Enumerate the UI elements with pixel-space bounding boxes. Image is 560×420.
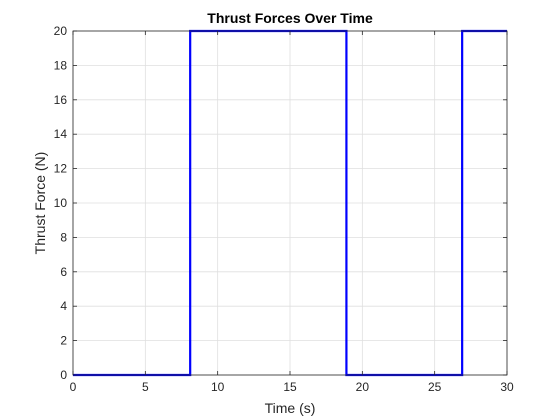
y-tick-label: 8 — [60, 230, 67, 244]
x-tick-label: 15 — [283, 380, 297, 394]
series-layer — [73, 29, 507, 377]
x-axis-label: Time (s) — [265, 400, 316, 416]
y-tick-label: 6 — [60, 265, 67, 279]
x-tick-label: 5 — [142, 380, 149, 394]
x-tick-label: 30 — [500, 380, 514, 394]
y-tick-labels: 0 2 4 6 8 10 12 14 16 18 20 — [54, 24, 68, 382]
y-tick-label: 14 — [54, 127, 68, 141]
y-tick-label: 2 — [60, 334, 67, 348]
y-tick-label: 12 — [54, 162, 68, 176]
y-tick-label: 20 — [54, 24, 68, 38]
x-tick-label: 0 — [70, 380, 77, 394]
x-tick-labels: 0 5 10 15 20 25 30 — [70, 380, 514, 394]
y-tick-label: 10 — [54, 196, 68, 210]
tick-marks — [72, 30, 508, 376]
x-tick-label: 20 — [356, 380, 370, 394]
x-tick-label: 10 — [211, 380, 225, 394]
y-axis-label: Thrust Force (N) — [32, 152, 48, 255]
thrust-series-line — [73, 29, 507, 377]
y-tick-label: 0 — [60, 368, 67, 382]
x-tick-label: 25 — [428, 380, 442, 394]
y-tick-label: 4 — [60, 299, 67, 313]
y-tick-label: 16 — [54, 93, 68, 107]
y-tick-label: 18 — [54, 58, 68, 72]
chart-title: Thrust Forces Over Time — [207, 10, 373, 26]
